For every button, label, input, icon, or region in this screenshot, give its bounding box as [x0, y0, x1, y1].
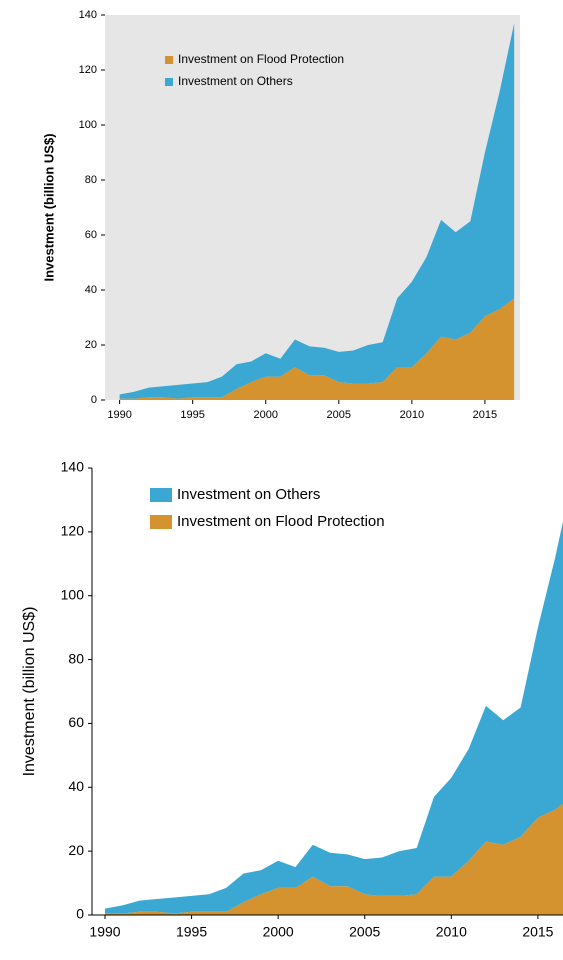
x-tick-label: 2000	[263, 924, 294, 940]
y-tick-label: 100	[79, 119, 97, 131]
x-tick-label: 2010	[436, 924, 467, 940]
x-tick-label: 2005	[349, 924, 380, 940]
y-tick-label: 40	[85, 284, 97, 296]
legend-swatch	[165, 56, 173, 64]
x-tick-label: 2015	[522, 924, 553, 940]
legend-label: Investment on Others	[177, 486, 320, 503]
x-tick-label: 1990	[89, 924, 120, 940]
legend-label: Investment on Flood Protection	[177, 513, 385, 530]
y-tick-label: 40	[68, 778, 84, 794]
y-tick-label: 20	[68, 842, 84, 858]
area	[104, 803, 563, 915]
y-tick-label: 60	[85, 229, 97, 241]
legend-label: Investment on Others	[178, 74, 293, 88]
x-tick-label: 1995	[176, 924, 207, 940]
x-tick-label: 2005	[327, 409, 351, 421]
y-axis-label: Investment (billion US$)	[41, 133, 56, 281]
y-tick-label: 120	[79, 64, 97, 76]
x-tick-label: 1990	[107, 409, 131, 421]
x-tick-label: 2010	[400, 409, 424, 421]
area	[119, 298, 515, 400]
x-tick-label: 2015	[473, 409, 497, 421]
y-tick-label: 0	[91, 394, 97, 406]
legend-swatch	[165, 78, 173, 86]
y-tick-label: 80	[85, 174, 97, 186]
y-tick-label: 80	[68, 650, 84, 666]
legend-swatch	[150, 488, 172, 502]
area	[104, 521, 563, 914]
y-tick-label: 0	[76, 906, 84, 922]
y-tick-label: 20	[85, 339, 97, 351]
x-tick-label: 2000	[253, 409, 277, 421]
y-tick-label: 140	[79, 9, 97, 21]
y-tick-label: 60	[68, 714, 84, 730]
y-tick-label: 120	[61, 523, 85, 539]
y-axis-label: Investment (billion US$)	[21, 607, 38, 777]
legend-label: Investment on Flood Protection	[178, 52, 344, 66]
y-tick-label: 100	[61, 586, 85, 602]
legend-swatch	[150, 515, 172, 529]
x-tick-label: 1995	[180, 409, 204, 421]
y-tick-label: 140	[61, 459, 85, 475]
area	[119, 23, 515, 399]
